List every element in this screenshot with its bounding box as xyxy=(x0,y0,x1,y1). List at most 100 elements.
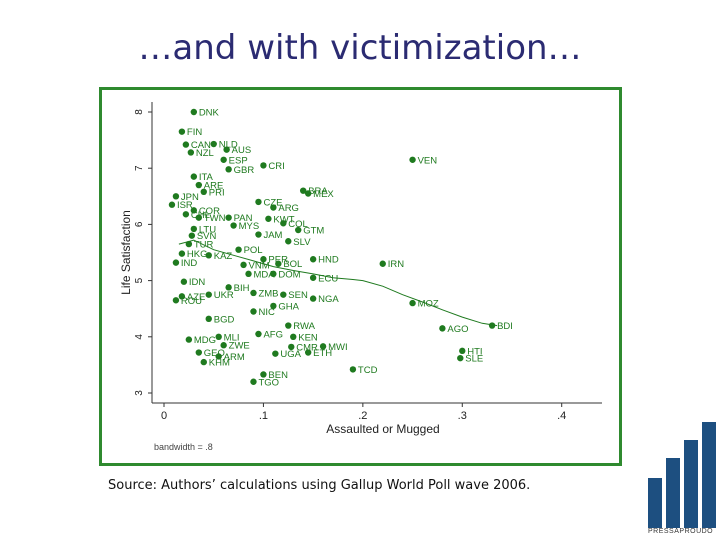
data-point xyxy=(235,246,242,253)
data-point xyxy=(285,322,292,329)
logo-icon xyxy=(648,422,716,528)
data-point xyxy=(200,358,207,366)
data-point xyxy=(240,261,247,269)
data-point xyxy=(245,270,252,278)
data-point xyxy=(220,156,227,163)
data-point xyxy=(172,297,180,304)
point-label: MEX xyxy=(313,189,334,200)
point-label: MWI xyxy=(328,342,348,353)
data-point xyxy=(309,274,317,281)
point-label: GHA xyxy=(278,301,299,312)
data-point xyxy=(272,350,279,357)
point-label: ARG xyxy=(278,203,299,214)
data-point xyxy=(288,343,295,351)
data-point xyxy=(168,201,176,208)
point-label: ZMB xyxy=(258,288,278,299)
data-point xyxy=(270,302,277,310)
point-label: CZE xyxy=(263,197,282,208)
plot-axes: 3 4 5 6 7 8 0 .1 .2 .3 .4 xyxy=(134,102,602,422)
data-point xyxy=(295,226,302,234)
point-label: TCD xyxy=(358,365,378,376)
point-label: COR xyxy=(199,206,220,217)
point-label: KWT xyxy=(273,214,294,225)
point-label: COL xyxy=(288,219,308,230)
data-point xyxy=(439,325,446,332)
data-point xyxy=(285,238,292,245)
point-label: MOZ xyxy=(418,299,439,310)
point-label: IND xyxy=(181,258,198,269)
data-point xyxy=(195,214,202,221)
point-label: CMR xyxy=(296,342,318,353)
data-point xyxy=(409,299,416,307)
data-point xyxy=(182,211,190,218)
point-label: AUS xyxy=(232,145,252,156)
point-label: KAZ xyxy=(214,251,233,262)
point-label: UKR xyxy=(214,290,234,301)
data-point xyxy=(200,188,207,196)
point-label: KEN xyxy=(298,332,318,343)
point-label: NZL xyxy=(196,148,214,159)
data-point xyxy=(188,232,196,239)
data-point xyxy=(250,308,257,315)
data-point xyxy=(190,207,198,214)
x-tick-label: .3 xyxy=(458,410,467,422)
point-label: CAN xyxy=(191,140,211,151)
point-label: DNK xyxy=(199,108,220,119)
data-point xyxy=(220,342,227,349)
source-note: Source: Authors’ calculations using Gall… xyxy=(108,478,531,493)
y-tick-label: 3 xyxy=(134,390,145,396)
data-point xyxy=(260,256,267,263)
point-label: AZE xyxy=(187,292,205,303)
point-label: BOL xyxy=(283,259,302,270)
data-point xyxy=(223,146,230,153)
point-label: GEO xyxy=(204,348,225,359)
point-label: CRI xyxy=(268,161,284,172)
data-point xyxy=(270,204,277,211)
data-point xyxy=(210,140,217,148)
data-point xyxy=(379,260,386,267)
point-label: VNM xyxy=(249,260,270,271)
point-label: NGA xyxy=(318,294,339,305)
point-label: NIC xyxy=(258,307,275,318)
data-point xyxy=(260,371,267,378)
data-point xyxy=(205,252,212,259)
point-label: TGO xyxy=(258,377,279,388)
chart-frame: 3 4 5 6 7 8 0 .1 .2 .3 .4 DNK FIN NLD AUS CAN NZL ESP GBR… xyxy=(99,87,622,466)
y-tick-label: 8 xyxy=(134,109,145,115)
y-axis-label: Life Satisfaction xyxy=(119,210,133,295)
data-point xyxy=(178,293,186,300)
y-tick-label: 7 xyxy=(134,165,145,171)
point-label: SLV xyxy=(293,237,311,248)
point-label: AGO xyxy=(447,324,468,335)
point-label: FIN xyxy=(187,127,202,138)
point-label: ITA xyxy=(199,172,214,183)
data-point xyxy=(195,181,202,189)
x-tick-label: .1 xyxy=(259,410,268,422)
data-point xyxy=(250,378,257,385)
logo-text: PRESSAPROUDO xyxy=(648,528,714,535)
data-point xyxy=(459,347,466,355)
data-point xyxy=(290,333,297,340)
data-point xyxy=(280,220,287,227)
point-label: UGA xyxy=(280,349,301,360)
point-label: DOM xyxy=(278,269,300,280)
point-label: MDA xyxy=(254,269,276,280)
data-point xyxy=(182,141,190,148)
point-label: MDG xyxy=(194,335,216,346)
data-point xyxy=(205,315,212,323)
data-point xyxy=(304,190,312,197)
point-label: JPN xyxy=(181,192,199,203)
data-point xyxy=(349,366,357,373)
point-label: PAN xyxy=(234,213,253,224)
data-point xyxy=(185,240,193,248)
point-label: SEN xyxy=(288,290,308,301)
x-tick-label: .4 xyxy=(557,410,566,422)
point-label: MYS xyxy=(239,221,260,232)
point-label: BGD xyxy=(214,314,235,325)
data-point xyxy=(488,322,496,329)
point-label: IRN xyxy=(388,259,405,270)
point-label: AFG xyxy=(263,329,283,340)
point-label: VEN xyxy=(418,155,438,166)
point-label: PER xyxy=(268,255,288,266)
slide-title: …and with victimization… xyxy=(138,28,582,68)
